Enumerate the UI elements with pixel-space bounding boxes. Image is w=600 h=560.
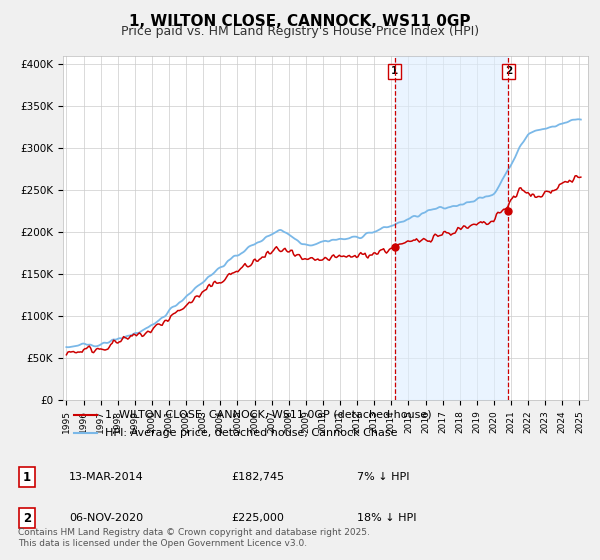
- Text: 13-MAR-2014: 13-MAR-2014: [69, 472, 144, 482]
- Text: 1: 1: [23, 470, 31, 484]
- Text: Contains HM Land Registry data © Crown copyright and database right 2025.
This d: Contains HM Land Registry data © Crown c…: [18, 528, 370, 548]
- Text: 1: 1: [391, 67, 398, 77]
- Text: 7% ↓ HPI: 7% ↓ HPI: [357, 472, 409, 482]
- Text: Price paid vs. HM Land Registry's House Price Index (HPI): Price paid vs. HM Land Registry's House …: [121, 25, 479, 38]
- Text: £225,000: £225,000: [231, 513, 284, 523]
- Text: 2: 2: [23, 511, 31, 525]
- Text: 2: 2: [505, 67, 512, 77]
- Text: £182,745: £182,745: [231, 472, 284, 482]
- Text: HPI: Average price, detached house, Cannock Chase: HPI: Average price, detached house, Cann…: [104, 428, 397, 438]
- Text: 1, WILTON CLOSE, CANNOCK, WS11 0GP: 1, WILTON CLOSE, CANNOCK, WS11 0GP: [129, 14, 471, 29]
- Text: 18% ↓ HPI: 18% ↓ HPI: [357, 513, 416, 523]
- Text: 1, WILTON CLOSE, CANNOCK, WS11 0GP (detached house): 1, WILTON CLOSE, CANNOCK, WS11 0GP (deta…: [104, 410, 431, 420]
- Text: 06-NOV-2020: 06-NOV-2020: [69, 513, 143, 523]
